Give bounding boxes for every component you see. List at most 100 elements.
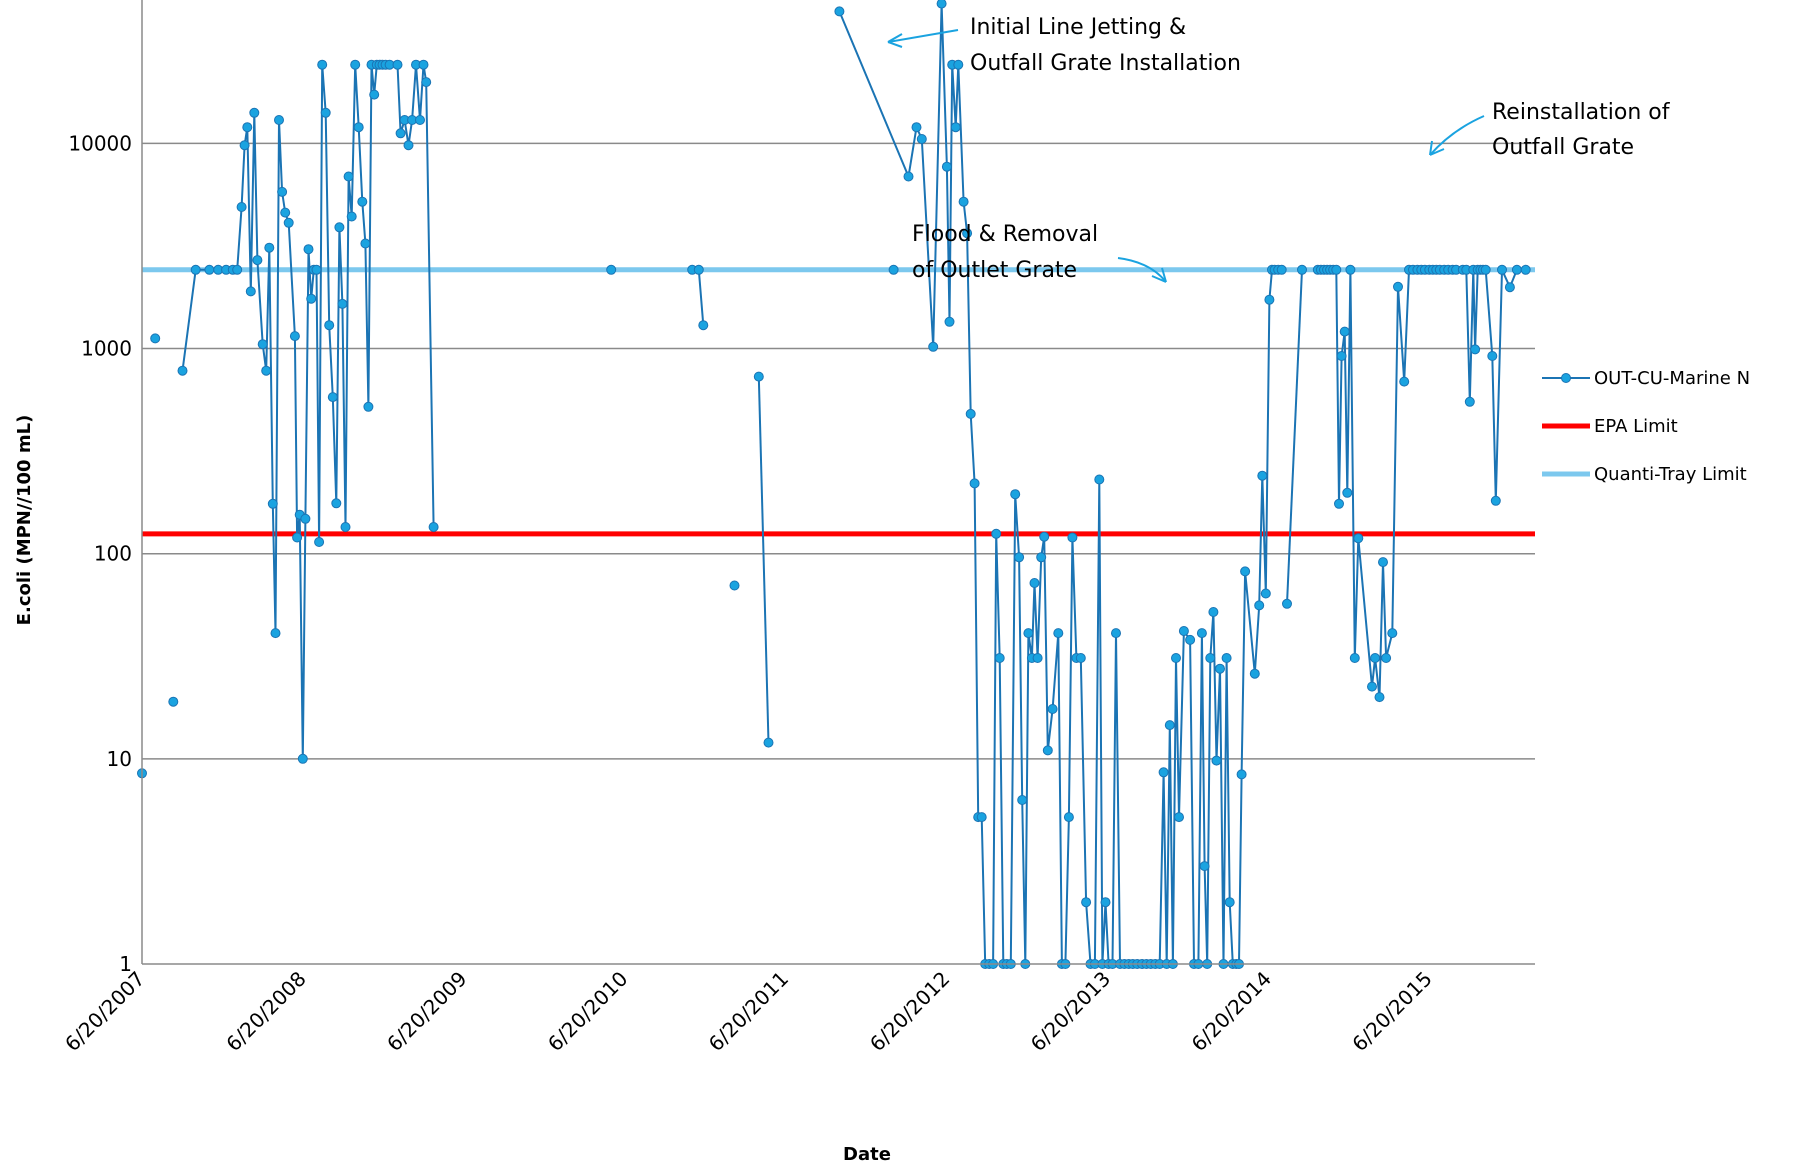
- data-point: [903, 171, 914, 182]
- data-point: [239, 140, 250, 151]
- data-point: [369, 89, 380, 100]
- data-point: [1208, 607, 1219, 617]
- data-point: [991, 528, 1002, 539]
- data-point: [283, 217, 294, 228]
- data-point: [1464, 396, 1475, 407]
- data-point: [1582, 654, 1591, 663]
- data-point: [277, 186, 288, 197]
- data-point: [1196, 628, 1207, 639]
- data-point: [1185, 634, 1196, 645]
- data-point: [753, 371, 764, 382]
- data-point: [1504, 282, 1515, 293]
- data-point: [343, 171, 354, 182]
- data-point: [1211, 755, 1222, 766]
- data-point: [729, 580, 740, 591]
- data-point: [1370, 653, 1381, 663]
- data-point: [953, 59, 964, 70]
- data-point: [1081, 897, 1092, 908]
- x-tick-label: 6/20/2015: [1347, 967, 1436, 1056]
- data-point: [311, 264, 322, 275]
- x-tick-label: 6/20/2007: [60, 967, 149, 1056]
- x-tick-label: 6/20/2010: [543, 967, 632, 1056]
- data-point: [346, 211, 357, 222]
- annotation-flood-line2: of Outlet Grate: [912, 258, 1077, 283]
- data-point: [1158, 767, 1169, 778]
- data-point: [1393, 281, 1403, 292]
- data-point: [168, 696, 179, 707]
- data-point: [1480, 264, 1491, 275]
- data-point: [150, 333, 161, 344]
- data-point: [606, 264, 617, 275]
- x-tick-label: 6/20/2009: [382, 967, 471, 1056]
- data-point: [1685, 592, 1694, 601]
- annotation-reinstall-line2: Outfall Grate: [1492, 135, 1634, 160]
- data-point: [941, 161, 952, 172]
- data-point: [1010, 489, 1021, 500]
- data-point: [1075, 653, 1086, 663]
- data-point: [969, 478, 980, 489]
- data-point: [1674, 757, 1683, 766]
- data-point: [1111, 628, 1121, 639]
- data-point: [392, 59, 403, 70]
- data-point: [1470, 344, 1481, 355]
- annotation-flood-line1: Flood & Removal: [912, 222, 1098, 247]
- x-tick-label: 6/20/2011: [704, 967, 793, 1056]
- data-point: [357, 196, 368, 207]
- data-point: [314, 537, 325, 547]
- data-point: [1399, 376, 1410, 387]
- data-point: [252, 255, 263, 266]
- data-point: [1497, 264, 1507, 275]
- data-point: [1164, 720, 1175, 731]
- data-point: [415, 115, 425, 125]
- data-point: [763, 737, 774, 748]
- x-axis-title: Date: [843, 1144, 891, 1165]
- data-point: [1678, 960, 1687, 969]
- data-point: [395, 128, 406, 139]
- data-point: [1381, 653, 1392, 663]
- legend-label-epa: EPA Limit: [1594, 416, 1678, 437]
- data-point: [1063, 812, 1074, 823]
- data-point: [324, 320, 335, 331]
- data-point: [1100, 897, 1111, 908]
- data-point: [1596, 448, 1605, 457]
- data-point: [1174, 812, 1184, 823]
- data-point: [1681, 545, 1690, 554]
- data-point: [331, 498, 342, 509]
- data-point: [1511, 264, 1522, 275]
- annotation-flood-arrowhead: [1151, 267, 1167, 283]
- data-point: [1345, 264, 1356, 275]
- data-point: [340, 522, 351, 532]
- data-point: [1667, 552, 1676, 561]
- data-point: [306, 293, 317, 304]
- data-point: [270, 628, 281, 639]
- data-point: [994, 653, 1005, 663]
- annotation-jetting-arrowhead: [887, 33, 903, 48]
- data-series: [137, 0, 1694, 969]
- data-point: [1053, 628, 1064, 639]
- x-tick-label: 6/20/2014: [1187, 967, 1276, 1056]
- data-point: [1487, 351, 1498, 361]
- data-point: [360, 238, 371, 249]
- data-point: [242, 122, 253, 133]
- data-point: [834, 6, 845, 17]
- y-tick-label: 10: [107, 747, 132, 771]
- annotations: Initial Line Jetting & Outfall Grate Ins…: [887, 15, 1671, 283]
- data-point: [280, 207, 291, 218]
- data-point: [1607, 545, 1616, 554]
- data-point: [353, 122, 364, 133]
- data-point: [1367, 681, 1377, 692]
- data-point: [292, 532, 303, 543]
- data-point: [1240, 566, 1251, 577]
- data-point: [1374, 692, 1385, 703]
- data-point: [944, 316, 955, 327]
- data-point: [1378, 557, 1388, 568]
- legend-item-epa: EPA Limit: [1542, 416, 1678, 437]
- legend-label-quanti: Quanti-Tray Limit: [1594, 464, 1747, 485]
- data-point: [888, 264, 899, 275]
- data-point: [257, 339, 268, 350]
- data-point: [245, 286, 256, 297]
- data-point: [421, 77, 432, 88]
- data-point: [1640, 960, 1649, 969]
- data-point: [177, 365, 188, 376]
- data-point: [1017, 795, 1028, 805]
